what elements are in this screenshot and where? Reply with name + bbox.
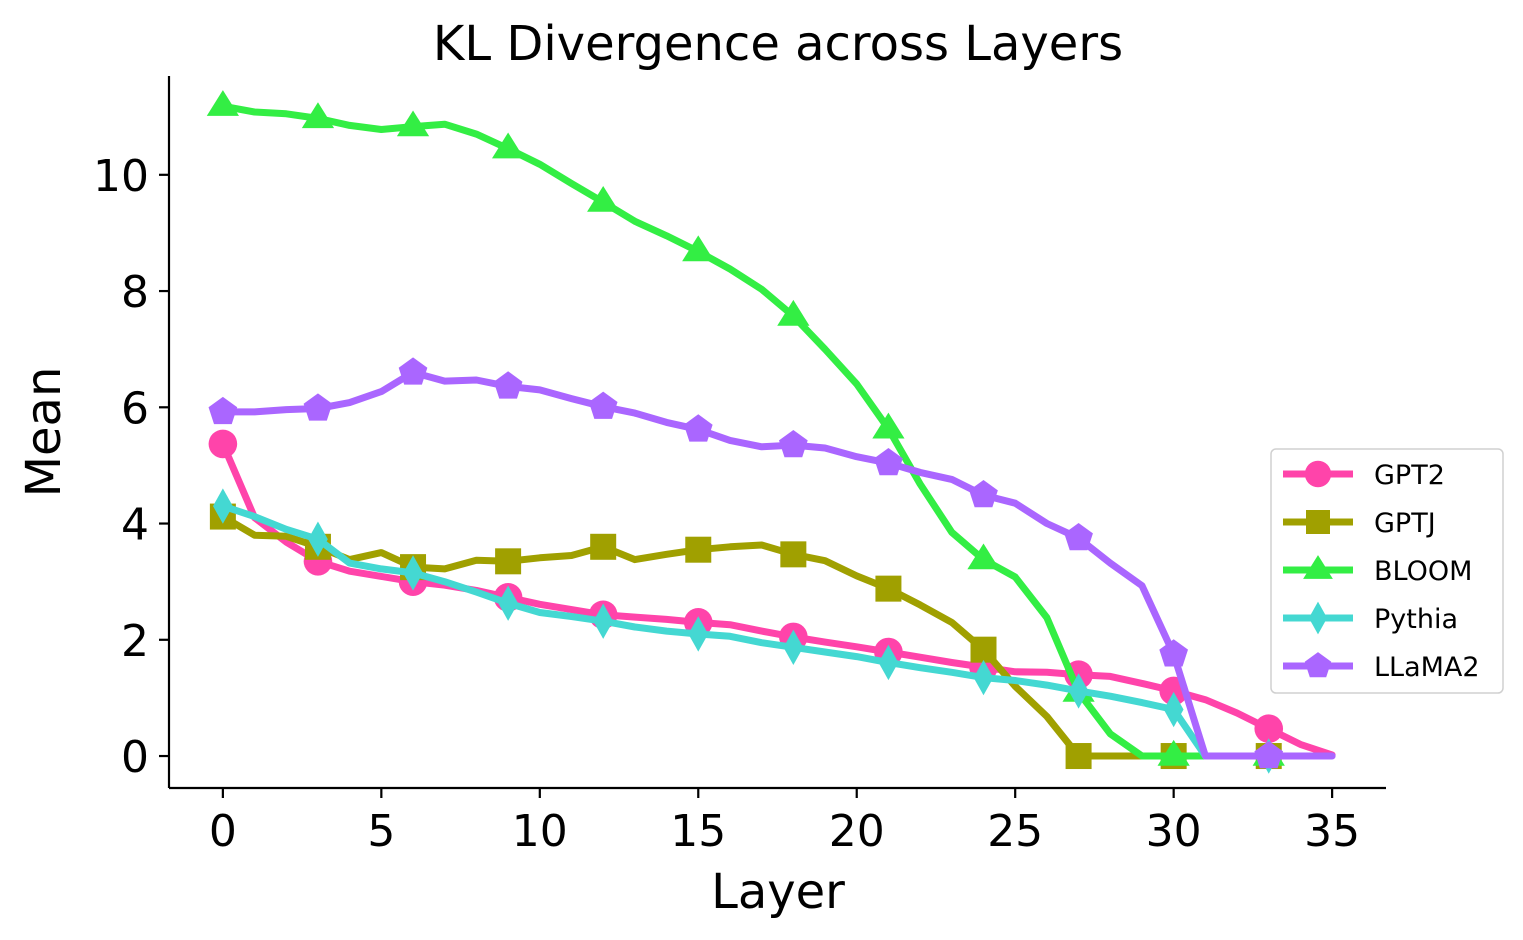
data-point-bloom xyxy=(301,102,335,129)
data-point-pythia xyxy=(783,629,804,666)
y-tick-label: 0 xyxy=(121,732,149,783)
legend-label: LLaMA2 xyxy=(1374,652,1480,683)
data-point-bloom xyxy=(872,412,905,439)
legend-marker xyxy=(1304,460,1332,488)
data-point-llama2 xyxy=(588,391,618,419)
x-tick-label: 10 xyxy=(512,806,568,857)
legend-label: GPTJ xyxy=(1374,508,1436,539)
y-tick-label: 8 xyxy=(121,267,149,318)
y-axis-label: Mean xyxy=(16,367,72,498)
data-point-llama2 xyxy=(779,429,808,458)
legend-marker xyxy=(1303,555,1333,579)
data-point-bloom xyxy=(587,186,620,212)
data-point-llama2 xyxy=(874,448,903,476)
data-point-bloom xyxy=(396,110,430,137)
data-point-pythia xyxy=(878,644,899,681)
legend-item-pythia: Pythia xyxy=(1283,601,1458,635)
data-point-gptj xyxy=(495,548,522,575)
legend: GPT2 GPTJ BLOOM Pythia LLaMA2 xyxy=(1270,448,1504,694)
x-axis: 0 5 10 15 20 25 30 35 xyxy=(169,786,1386,857)
y-tick-label: 4 xyxy=(121,500,149,551)
x-tick-label: 35 xyxy=(1304,806,1360,857)
data-point-bloom xyxy=(967,543,1000,570)
data-point-gptj xyxy=(875,575,902,602)
data-point-pythia xyxy=(1163,691,1184,728)
chart-title: KL Divergence across Layers xyxy=(433,16,1123,72)
data-point-gpt2 xyxy=(208,429,238,459)
data-point-llama2 xyxy=(208,396,238,425)
data-point-gptj xyxy=(970,636,997,663)
x-tick-label: 5 xyxy=(367,806,395,857)
data-point-pythia xyxy=(308,521,328,557)
data-point-gptj xyxy=(1065,743,1092,770)
data-point-pythia xyxy=(1068,673,1089,709)
data-point-gptj xyxy=(685,536,712,563)
data-point-bloom xyxy=(777,299,810,326)
legend-label: Pythia xyxy=(1374,604,1458,635)
series-pythia xyxy=(212,488,1279,774)
data-point-llama2 xyxy=(1064,522,1093,551)
data-point-pythia xyxy=(403,555,423,591)
data-point-pythia xyxy=(593,603,614,639)
data-point-gptj xyxy=(590,533,617,560)
data-point-llama2 xyxy=(493,371,523,399)
data-point-gpt2 xyxy=(1254,714,1284,744)
x-tick-label: 30 xyxy=(1146,806,1202,857)
x-tick-label: 25 xyxy=(987,806,1043,857)
data-point-llama2 xyxy=(1254,740,1284,769)
y-tick-label: 6 xyxy=(121,383,149,434)
x-tick-label: 0 xyxy=(209,806,237,857)
series-line-bloom xyxy=(219,102,1273,760)
series-line-gptj xyxy=(219,513,1273,760)
data-point-llama2 xyxy=(1159,639,1189,667)
legend-marker xyxy=(1306,510,1330,534)
data-point-pythia xyxy=(973,659,994,696)
data-point-bloom xyxy=(206,90,239,116)
plot-area xyxy=(206,90,1336,774)
series-bloom xyxy=(206,90,1285,766)
legend-label: GPT2 xyxy=(1374,460,1445,491)
legend-label: BLOOM xyxy=(1374,556,1472,587)
y-tick-label: 10 xyxy=(93,151,149,202)
legend-item-gpt2: GPT2 xyxy=(1283,460,1445,491)
legend-item-gptj: GPTJ xyxy=(1283,508,1436,539)
data-point-bloom xyxy=(491,132,525,159)
legend-item-bloom: BLOOM xyxy=(1283,555,1472,587)
data-point-pythia xyxy=(688,616,709,652)
data-point-llama2 xyxy=(303,393,333,421)
y-axis: 0 2 4 6 8 10 xyxy=(93,76,171,788)
data-point-bloom xyxy=(682,235,715,262)
series-gptj xyxy=(209,503,1282,770)
legend-item-llama2: LLaMA2 xyxy=(1283,652,1480,683)
y-tick-label: 2 xyxy=(121,616,149,667)
series-line-pythia xyxy=(219,502,1273,760)
data-point-llama2 xyxy=(683,414,713,442)
legend-marker xyxy=(1308,601,1328,635)
data-point-gptj xyxy=(780,541,807,568)
x-tick-label: 15 xyxy=(670,806,726,857)
x-axis-label: Layer xyxy=(711,864,845,920)
data-point-llama2 xyxy=(398,357,428,385)
data-point-pythia xyxy=(212,488,233,524)
legend-marker xyxy=(1304,652,1332,678)
data-point-llama2 xyxy=(969,479,998,508)
series-llama2 xyxy=(208,357,1336,769)
data-point-bloom xyxy=(1157,739,1190,766)
data-point-pythia xyxy=(498,585,518,621)
x-tick-label: 20 xyxy=(829,806,885,857)
